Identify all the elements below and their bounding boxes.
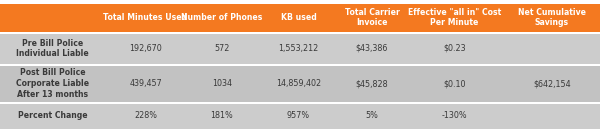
Bar: [186, 103, 258, 128]
Text: -130%: -130%: [442, 111, 467, 120]
Text: Net Cumulative
Savings: Net Cumulative Savings: [518, 8, 586, 27]
Text: Effective "all in" Cost
Per Minute: Effective "all in" Cost Per Minute: [408, 8, 501, 27]
Bar: [186, 3, 258, 31]
Text: $642,154: $642,154: [533, 79, 571, 88]
Bar: [339, 103, 405, 128]
Text: $0.23: $0.23: [443, 44, 466, 53]
Bar: [504, 3, 600, 31]
Bar: [258, 3, 339, 31]
Bar: [105, 103, 186, 128]
Bar: [0, 66, 105, 102]
Text: 192,670: 192,670: [129, 44, 162, 53]
Text: 1,553,212: 1,553,212: [278, 44, 319, 53]
Bar: [0, 103, 105, 128]
Bar: [105, 34, 186, 63]
Text: 1034: 1034: [212, 79, 232, 88]
Text: Post Bill Police
Corporate Liable
After 13 months: Post Bill Police Corporate Liable After …: [16, 68, 89, 99]
Bar: [504, 103, 600, 128]
Text: 181%: 181%: [211, 111, 233, 120]
Text: $43,386: $43,386: [356, 44, 388, 53]
Bar: [339, 3, 405, 31]
Bar: [405, 3, 504, 31]
Bar: [405, 103, 504, 128]
Text: Total Minutes Used: Total Minutes Used: [103, 13, 188, 22]
Text: Pre Bill Police
Individual Liable: Pre Bill Police Individual Liable: [16, 39, 89, 58]
Bar: [0, 34, 105, 63]
Text: Percent Change: Percent Change: [17, 111, 88, 120]
Bar: [504, 66, 600, 102]
Text: $0.10: $0.10: [443, 79, 466, 88]
Bar: [405, 66, 504, 102]
Bar: [0, 3, 105, 31]
Text: 14,859,402: 14,859,402: [276, 79, 321, 88]
Bar: [339, 66, 405, 102]
Bar: [186, 66, 258, 102]
Bar: [186, 34, 258, 63]
Text: KB used: KB used: [281, 13, 316, 22]
Text: 957%: 957%: [287, 111, 310, 120]
Text: Total Carrier
Invoice: Total Carrier Invoice: [344, 8, 400, 27]
Bar: [405, 34, 504, 63]
Bar: [339, 34, 405, 63]
Text: 572: 572: [214, 44, 230, 53]
Bar: [105, 66, 186, 102]
Bar: [105, 3, 186, 31]
Text: 5%: 5%: [365, 111, 379, 120]
Text: $45,828: $45,828: [356, 79, 388, 88]
Text: 439,457: 439,457: [129, 79, 162, 88]
Text: Number of Phones: Number of Phones: [181, 13, 263, 22]
Bar: [258, 103, 339, 128]
Text: 228%: 228%: [134, 111, 157, 120]
Bar: [258, 34, 339, 63]
Bar: [504, 34, 600, 63]
Bar: [258, 66, 339, 102]
